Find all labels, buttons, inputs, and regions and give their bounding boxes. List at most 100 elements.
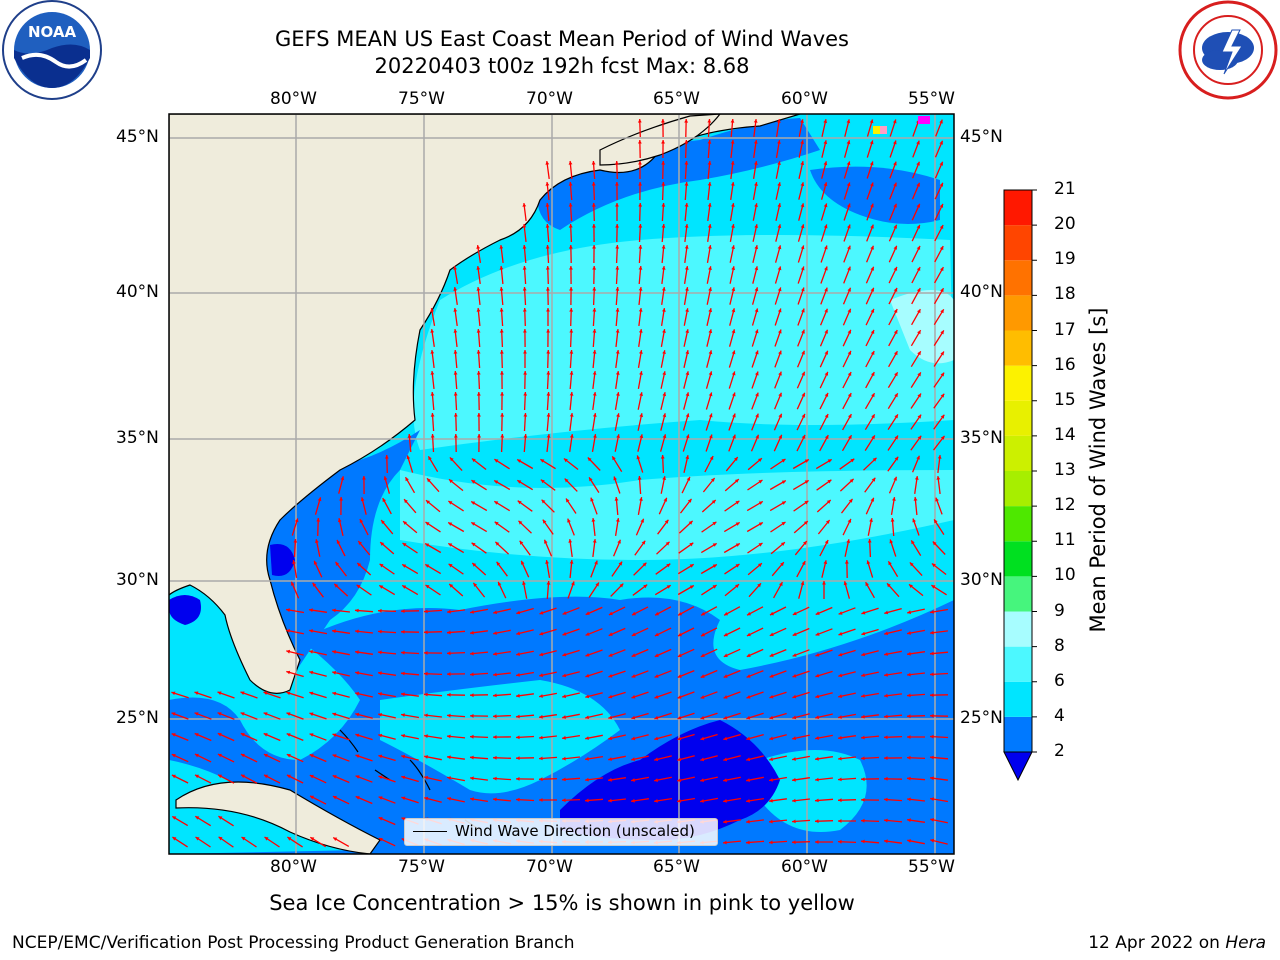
wind-wave-arrowhead (382, 498, 387, 503)
lon-label-top: 55°W (908, 89, 955, 109)
wind-wave-arrowhead (746, 653, 751, 657)
wind-wave-arrowhead (709, 434, 713, 439)
wind-wave-arrowhead (930, 797, 934, 801)
wind-wave-arrowhead (449, 584, 454, 588)
wind-wave-arrowhead (471, 480, 476, 484)
wind-wave-arrowhead (801, 350, 805, 355)
wind-wave-arrowhead (677, 736, 682, 741)
wind-wave-arrowhead (568, 161, 573, 165)
sea-ice-speck (873, 126, 880, 134)
wind-wave-arrowhead (471, 501, 476, 505)
wind-wave-arrowhead (769, 840, 773, 845)
period-4-6-east-patch (760, 750, 867, 832)
credit-date: 12 Apr 2022 on (1088, 933, 1226, 953)
wind-wave-arrowhead (654, 715, 659, 720)
wind-wave-arrowhead (700, 799, 704, 803)
wind-wave-arrowhead (916, 140, 920, 145)
wind-wave-arrowhead (792, 777, 796, 782)
wind-wave-arrowhead (781, 459, 786, 463)
wind-wave-arrowhead (701, 632, 705, 637)
wind-wave-arrowhead (608, 694, 613, 699)
wind-wave-arrowhead (777, 245, 782, 250)
wind-wave-arrowhead (804, 480, 809, 484)
wind-wave-arrowhead (769, 674, 774, 678)
wind-wave-arrowhead (523, 392, 528, 396)
wind-wave-arrowhead (662, 329, 666, 333)
wind-wave-arrowhead (359, 519, 364, 523)
wind-wave-arrowhead (546, 371, 551, 375)
wind-wave-arrowhead (870, 351, 875, 355)
wind-wave-arrowhead (723, 674, 728, 678)
wind-wave-arrowhead (911, 540, 915, 545)
wind-wave-arrowhead (940, 435, 945, 440)
wind-wave-arrowhead (355, 796, 360, 800)
wind-wave-arrowhead (700, 695, 705, 699)
wind-wave-arrowhead (936, 476, 941, 480)
wind-wave-arrowhead (848, 414, 852, 419)
wind-wave-arrowhead (477, 434, 481, 438)
wind-wave-arrowhead (665, 541, 670, 546)
wind-wave-arrowhead (824, 245, 828, 250)
wind-wave-arrowhead (866, 560, 871, 565)
wind-wave-arrowhead (792, 757, 796, 761)
wind-wave-arrowhead (591, 182, 596, 186)
wind-wave-arrowhead (801, 371, 805, 376)
wind-wave-arrowhead (677, 715, 682, 720)
wind-wave-arrowhead (522, 581, 526, 585)
wind-wave-arrowhead (940, 414, 945, 419)
wind-wave-arrowhead (777, 140, 781, 144)
wind-wave-arrowhead (516, 693, 520, 698)
wind-wave-arrowhead (824, 392, 829, 397)
wind-wave-arrowhead (358, 541, 362, 545)
wind-wave-arrowhead (712, 543, 717, 547)
wind-wave-arrowhead (424, 796, 429, 801)
wind-wave-arrowhead (870, 182, 874, 187)
wind-wave-arrowhead (846, 161, 851, 166)
wind-wave-arrowhead (499, 329, 504, 333)
credit-left: NCEP/EMC/Verification Post Processing Pr… (12, 933, 575, 953)
wind-wave-arrowhead (357, 563, 362, 567)
wind-wave-arrowhead (593, 434, 597, 438)
wind-wave-arrowhead (884, 610, 889, 615)
wind-wave-arrowhead (887, 583, 891, 588)
wind-wave-arrowhead (523, 413, 528, 417)
wind-wave-arrowhead (800, 182, 805, 187)
wind-wave-arrowhead (757, 583, 761, 588)
wind-wave-arrowhead (684, 266, 689, 270)
wind-wave-arrowhead (754, 161, 758, 165)
wind-wave-arrowhead (769, 736, 774, 741)
wind-wave-arrowhead (470, 672, 474, 677)
wind-wave-arrowhead (907, 797, 911, 802)
wind-wave-arrowhead (916, 267, 921, 271)
wind-wave-arrowhead (710, 478, 715, 482)
wind-wave-arrowhead (871, 477, 876, 482)
wind-wave-arrowhead (916, 182, 920, 187)
wind-wave-arrowhead (792, 819, 796, 824)
wind-wave-arrowhead (708, 392, 713, 397)
wind-wave-arrowhead (316, 518, 321, 522)
wind-wave-arrowhead (453, 371, 458, 375)
wind-wave-arrowhead (755, 413, 759, 418)
wind-wave-arrowhead (884, 797, 888, 802)
wind-wave-arrowhead (592, 224, 596, 228)
wind-wave-arrowhead (449, 457, 454, 462)
wind-wave-arrowhead (425, 585, 430, 589)
wind-wave-arrowhead (700, 653, 705, 657)
wind-wave-arrowhead (781, 501, 786, 505)
wind-wave-arrowhead (930, 672, 934, 677)
wind-wave-arrowhead (838, 631, 843, 636)
wind-wave-arrowhead (916, 455, 920, 460)
wind-wave-arrowhead (871, 414, 875, 419)
colorbar-bin (1004, 506, 1032, 542)
wind-wave-arrowhead (339, 497, 343, 501)
wind-wave-arrowhead (662, 476, 666, 480)
wind-wave-arrowhead (384, 455, 389, 459)
wind-wave-arrowhead (585, 632, 590, 636)
wind-wave-arrowhead (637, 119, 642, 123)
wind-wave-arrowhead (545, 560, 549, 564)
wind-wave-arrowhead (754, 308, 759, 313)
wind-wave-arrowhead (708, 329, 713, 334)
wind-wave-arrowhead (546, 308, 550, 312)
wind-wave-arrowhead (779, 582, 783, 587)
wind-wave-arrowhead (661, 287, 666, 291)
